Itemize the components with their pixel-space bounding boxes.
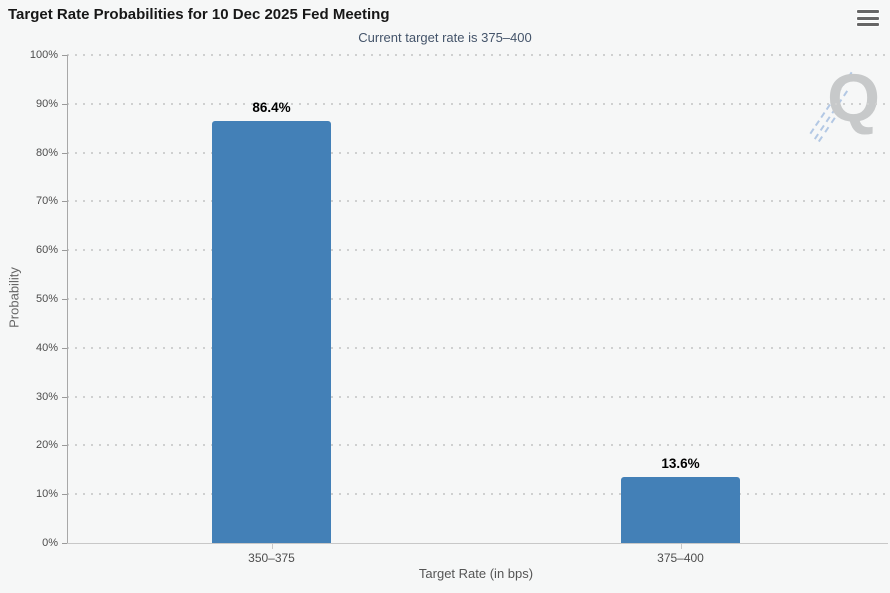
- probability-bar[interactable]: [212, 121, 331, 543]
- watermark-streak: [817, 107, 843, 143]
- y-axis-tick: [62, 55, 67, 56]
- q-logo-icon: Q: [827, 60, 880, 136]
- probability-bar[interactable]: [621, 476, 740, 543]
- gridline: [67, 395, 890, 398]
- gridline: [67, 54, 890, 56]
- chart-context-menu-button[interactable]: [855, 8, 881, 28]
- hamburger-icon: [857, 23, 879, 26]
- hamburger-icon: [857, 10, 879, 13]
- y-axis-tick: [62, 201, 67, 203]
- y-axis-tick: [62, 396, 67, 398]
- x-axis-title: Target Rate (in bps): [418, 566, 534, 581]
- gridline: [67, 151, 890, 154]
- y-axis-tick: [62, 543, 67, 544]
- quikstrike-watermark: Q: [804, 58, 886, 143]
- x-axis-category-label: 350–375: [248, 551, 295, 565]
- chart-subtitle: Current target rate is 375–400: [358, 30, 532, 45]
- y-axis-tick: [62, 347, 67, 349]
- y-axis-tick: [62, 152, 67, 154]
- chart-title: Target Rate Probabilities for 10 Dec 202…: [8, 6, 390, 23]
- x-axis-tick: [271, 544, 273, 549]
- y-axis-tick: [62, 250, 67, 252]
- gridline: [67, 493, 890, 496]
- x-axis-tick: [680, 544, 682, 549]
- gridline: [67, 102, 890, 105]
- x-axis-category-label: 375–400: [657, 551, 704, 565]
- y-axis-tick: [62, 494, 67, 496]
- y-axis-label: 10%: [35, 488, 58, 501]
- y-axis-tick: [62, 445, 67, 447]
- y-axis-label: 90%: [35, 97, 58, 110]
- bar-value-label: 86.4%: [252, 100, 291, 116]
- y-axis-label: 40%: [35, 341, 58, 354]
- bar-value-label: 13.6%: [661, 455, 700, 471]
- gridline: [67, 444, 890, 447]
- x-axis-line: [67, 543, 888, 544]
- hamburger-icon: [857, 16, 879, 20]
- gridline: [67, 200, 890, 203]
- gridline: [67, 249, 890, 252]
- y-axis-label: 20%: [35, 439, 58, 452]
- y-axis-label: 0%: [42, 537, 58, 549]
- y-axis-line: [67, 55, 68, 543]
- y-axis-tick: [62, 103, 67, 105]
- gridline: [67, 346, 890, 349]
- y-axis-label: 100%: [29, 49, 58, 61]
- y-axis-label: 50%: [35, 293, 58, 305]
- y-axis-label: 30%: [35, 390, 58, 403]
- y-axis-tick: [62, 299, 67, 300]
- y-axis-label: 80%: [35, 146, 58, 159]
- y-axis-label: 60%: [35, 244, 58, 257]
- y-axis-label: 70%: [35, 195, 58, 208]
- watermark-streak: [813, 90, 849, 140]
- gridline: [67, 298, 890, 300]
